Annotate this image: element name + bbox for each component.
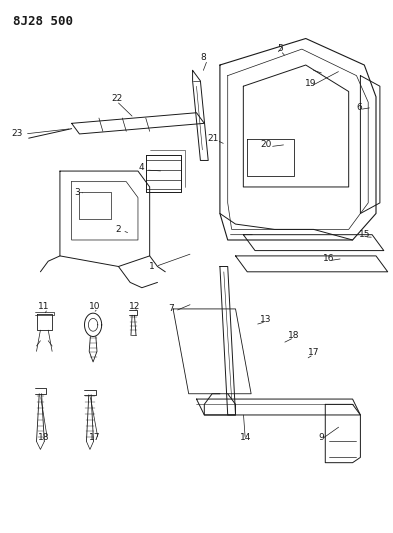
Text: 8: 8 (201, 53, 206, 62)
Text: 11: 11 (38, 302, 49, 311)
Text: 23: 23 (11, 130, 23, 139)
Text: 10: 10 (88, 302, 100, 311)
Text: 18: 18 (288, 331, 300, 340)
Text: 4: 4 (139, 164, 145, 172)
Text: 13: 13 (260, 315, 272, 324)
Text: 22: 22 (111, 94, 122, 103)
Text: 20: 20 (260, 140, 272, 149)
Text: 17: 17 (308, 348, 320, 357)
Text: 9: 9 (318, 433, 324, 442)
Text: 14: 14 (240, 433, 251, 442)
Text: 19: 19 (305, 79, 317, 88)
Text: 12: 12 (129, 302, 141, 311)
Text: 7: 7 (168, 304, 174, 313)
Text: 5: 5 (277, 44, 283, 53)
Text: 21: 21 (207, 134, 219, 143)
Text: 6: 6 (357, 103, 362, 112)
Text: 16: 16 (323, 254, 335, 263)
Text: 1: 1 (149, 262, 154, 271)
Text: 18: 18 (38, 433, 49, 442)
Text: 8J28 500: 8J28 500 (13, 14, 73, 28)
Text: 17: 17 (88, 433, 100, 442)
Text: 2: 2 (116, 225, 121, 234)
Text: 15: 15 (358, 230, 370, 239)
Text: 3: 3 (75, 188, 80, 197)
